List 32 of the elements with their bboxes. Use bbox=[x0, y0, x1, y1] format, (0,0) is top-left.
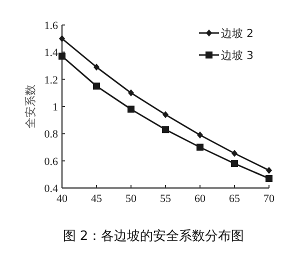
point bbox=[197, 132, 203, 139]
x-tick-label: 40 bbox=[56, 193, 68, 205]
point bbox=[128, 89, 134, 96]
y-tick-label: 1 bbox=[52, 102, 58, 114]
point bbox=[94, 64, 100, 71]
point bbox=[231, 160, 238, 168]
x-tick-label: 50 bbox=[126, 193, 137, 205]
point bbox=[162, 126, 169, 134]
point bbox=[266, 174, 272, 182]
y-tick-label: 1.6 bbox=[44, 20, 58, 32]
y-tick-label: 0.8 bbox=[44, 128, 58, 141]
legend-label: 边坡 2 bbox=[221, 27, 254, 40]
x-tick-label: 45 bbox=[91, 193, 102, 205]
point bbox=[162, 111, 168, 118]
point bbox=[58, 52, 66, 60]
legend-label: 边坡 3 bbox=[221, 49, 254, 62]
caption: 图 2：各边坡的安全系数分布图 bbox=[62, 228, 244, 244]
point bbox=[196, 144, 204, 151]
y-axis-title: 全安系数 bbox=[24, 84, 37, 128]
x-tick-label: 65 bbox=[229, 193, 240, 205]
point bbox=[128, 106, 134, 113]
y-tick-label: 0.4 bbox=[44, 183, 58, 195]
x-tick-label: 55 bbox=[160, 193, 172, 205]
x-tick-label: 70 bbox=[264, 193, 275, 205]
x-tick-label: 60 bbox=[194, 193, 206, 205]
point bbox=[93, 82, 100, 90]
y-tick-label: 1.2 bbox=[44, 74, 58, 86]
point bbox=[232, 150, 238, 157]
point bbox=[59, 35, 65, 42]
point bbox=[266, 166, 272, 174]
y-tick-label: 0.6 bbox=[44, 156, 58, 168]
y-tick-label: 1.4 bbox=[44, 47, 58, 60]
